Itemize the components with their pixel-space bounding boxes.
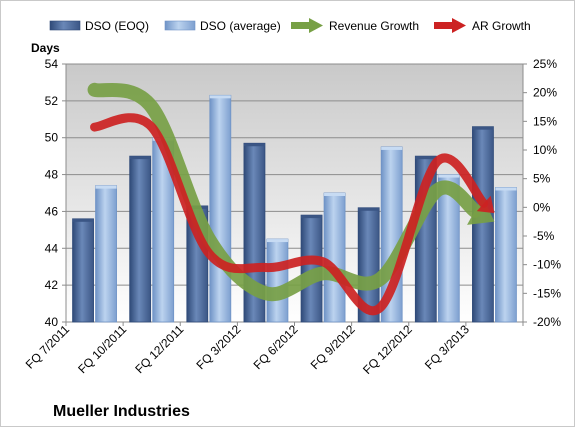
lines-group (87, 82, 495, 316)
bar-dso-eoq (72, 218, 94, 323)
bar-cap (72, 218, 94, 222)
x-tick-label: FQ 7/2011 (23, 322, 73, 372)
bar-cap (381, 146, 403, 150)
bar-dso-eoq (129, 155, 152, 323)
right-tick-label: 5% (533, 172, 551, 186)
bar-cap (209, 95, 231, 99)
legend-swatch-dso-eoq (49, 20, 81, 31)
x-tick-label: FQ 3/2013 (422, 322, 472, 372)
x-tick-label: FQ 9/2012 (308, 322, 358, 372)
bar-cap (324, 193, 346, 196)
bar-dso-average (95, 185, 117, 323)
left-axis: 40 42 44 46 48 50 52 54 (45, 57, 66, 329)
bar-dso-average (495, 187, 517, 323)
left-tick-label: 42 (45, 278, 59, 292)
left-tick-label: 44 (45, 241, 59, 255)
legend-item-dso-eoq: DSO (EOQ) (49, 19, 149, 33)
left-tick-label: 50 (45, 131, 59, 145)
bar-cap (495, 187, 517, 191)
legend-label-dso-eoq: DSO (EOQ) (85, 19, 149, 33)
x-tick-label: FQ 12/2012 (360, 322, 415, 377)
right-tick-label: -20% (533, 315, 561, 329)
bar-dso-average (323, 192, 346, 323)
x-tick-label: FQ 3/2012 (194, 322, 244, 372)
arrowhead-ar-growth (476, 195, 495, 214)
x-tick-label: FQ 12/2011 (132, 322, 186, 376)
left-tick-label: 52 (45, 94, 59, 108)
left-tick-label: 40 (45, 315, 59, 329)
x-axis: FQ 7/2011 FQ 10/2011 FQ 12/2011 FQ 3/2012 FQ… (23, 322, 524, 377)
bar-dso-average (266, 238, 289, 323)
legend-label-revenue-growth: Revenue Growth (329, 19, 419, 33)
left-tick-label: 46 (45, 204, 59, 218)
left-tick-label: 48 (45, 168, 59, 182)
bar-dso-eoq (472, 126, 494, 323)
legend-arrow-ar-growth-icon (434, 18, 466, 33)
right-tick-label: 25% (533, 57, 557, 71)
right-tick-label: 15% (533, 114, 557, 128)
line-revenue-growth (87, 82, 482, 302)
legend: DSO (EOQ) DSO (average) Revenue Growth A… (49, 18, 531, 33)
legend-item-dso-average: DSO (average) (164, 19, 281, 33)
right-tick-label: -5% (533, 229, 555, 243)
company-name: Mueller Industries (53, 403, 190, 420)
right-tick-label: -10% (533, 258, 561, 272)
bar-cap (243, 143, 265, 147)
right-tick-label: 0% (533, 200, 551, 214)
right-tick-label: -15% (533, 286, 561, 300)
legend-swatch-dso-average (164, 20, 196, 31)
right-tick-label: 10% (533, 143, 557, 157)
bar-cap (301, 215, 323, 219)
bar-cap (95, 185, 117, 189)
x-tick-label: FQ 10/2011 (75, 322, 129, 376)
right-axis: -20% -15% -10% -5% 0% 5% 10% 15% 20% 25% (523, 57, 561, 329)
bar-cap (266, 239, 288, 243)
legend-label-dso-average: DSO (average) (200, 19, 281, 33)
legend-arrow-revenue-growth-icon (291, 18, 323, 33)
legend-item-ar-growth: AR Growth (434, 18, 531, 33)
left-tick-label: 54 (45, 57, 59, 71)
bar-cap (129, 156, 151, 160)
y-axis-title: Days (31, 41, 60, 55)
x-tick-label: FQ 6/2012 (251, 322, 301, 372)
bar-cap (415, 156, 437, 160)
bar-dso-average (209, 94, 232, 323)
bar-cap (438, 174, 460, 178)
right-tick-label: 20% (533, 86, 557, 100)
line-ar-growth (90, 113, 489, 316)
bar-cap (358, 207, 380, 211)
bar-cap (472, 126, 494, 130)
legend-label-ar-growth: AR Growth (472, 19, 531, 33)
legend-item-revenue-growth: Revenue Growth (291, 18, 419, 33)
